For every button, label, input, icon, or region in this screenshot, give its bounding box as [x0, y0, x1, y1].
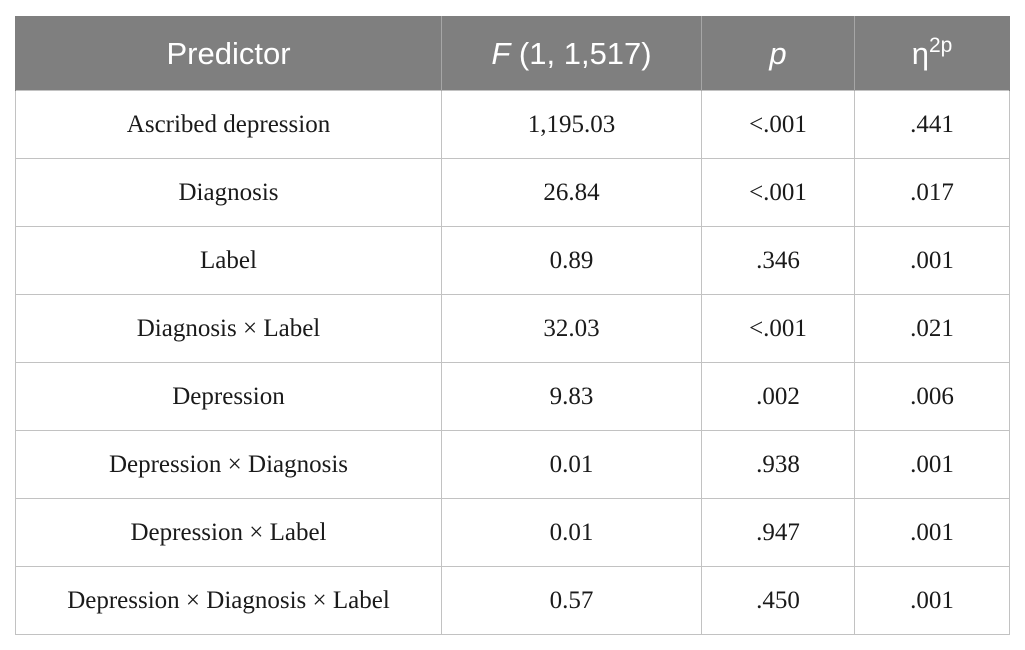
cell-p: .947: [701, 498, 855, 567]
cell-eta: .001: [854, 226, 1010, 295]
cell-predictor: Ascribed depression: [15, 90, 442, 159]
cell-p: .002: [701, 362, 855, 431]
cell-eta: .001: [854, 566, 1010, 635]
cell-f: 9.83: [441, 362, 702, 431]
cell-predictor: Depression × Label: [15, 498, 442, 567]
table-row: Ascribed depression 1,195.03 <.001 .441: [15, 90, 1010, 159]
table-row: Diagnosis × Label 32.03 <.001 .021: [15, 294, 1010, 363]
cell-f: 26.84: [441, 158, 702, 227]
cell-eta: .001: [854, 430, 1010, 499]
header-predictor: Predictor: [15, 16, 442, 91]
cell-eta: .001: [854, 498, 1010, 567]
header-eta-squared: η2p: [854, 16, 1010, 91]
cell-f: 0.01: [441, 430, 702, 499]
cell-eta: .017: [854, 158, 1010, 227]
cell-predictor: Depression × Diagnosis: [15, 430, 442, 499]
cell-p: .346: [701, 226, 855, 295]
cell-predictor: Depression: [15, 362, 442, 431]
table-row: Depression × Label 0.01 .947 .001: [15, 498, 1010, 567]
header-f-symbol: F: [491, 35, 511, 71]
table-header: Predictor F (1, 1,517) p η2p: [15, 16, 1010, 91]
header-eta-superscript: 2p: [928, 33, 953, 57]
anova-table: Predictor F (1, 1,517) p η2p Ascribed de…: [15, 16, 1010, 635]
header-eta-symbol: η: [911, 35, 929, 71]
table-row: Diagnosis 26.84 <.001 .017: [15, 158, 1010, 227]
table-row: Depression × Diagnosis × Label 0.57 .450…: [15, 566, 1010, 635]
cell-p: <.001: [701, 158, 855, 227]
header-row: Predictor F (1, 1,517) p η2p: [15, 16, 1010, 91]
cell-p: <.001: [701, 90, 855, 159]
cell-f: 0.01: [441, 498, 702, 567]
cell-p: .450: [701, 566, 855, 635]
header-f-statistic: F (1, 1,517): [441, 16, 702, 91]
table-row: Label 0.89 .346 .001: [15, 226, 1010, 295]
header-p-value: p: [701, 16, 855, 91]
table-row: Depression × Diagnosis 0.01 .938 .001: [15, 430, 1010, 499]
cell-p: .938: [701, 430, 855, 499]
cell-predictor: Label: [15, 226, 442, 295]
cell-f: 0.89: [441, 226, 702, 295]
cell-predictor: Depression × Diagnosis × Label: [15, 566, 442, 635]
cell-predictor: Diagnosis: [15, 158, 442, 227]
cell-eta: .021: [854, 294, 1010, 363]
header-p-symbol: p: [769, 35, 787, 71]
cell-eta: .006: [854, 362, 1010, 431]
cell-f: 1,195.03: [441, 90, 702, 159]
table-body: Ascribed depression 1,195.03 <.001 .441 …: [15, 90, 1010, 635]
table-row: Depression 9.83 .002 .006: [15, 362, 1010, 431]
cell-p: <.001: [701, 294, 855, 363]
cell-predictor: Diagnosis × Label: [15, 294, 442, 363]
cell-f: 32.03: [441, 294, 702, 363]
header-f-df: (1, 1,517): [510, 35, 652, 71]
cell-f: 0.57: [441, 566, 702, 635]
cell-eta: .441: [854, 90, 1010, 159]
